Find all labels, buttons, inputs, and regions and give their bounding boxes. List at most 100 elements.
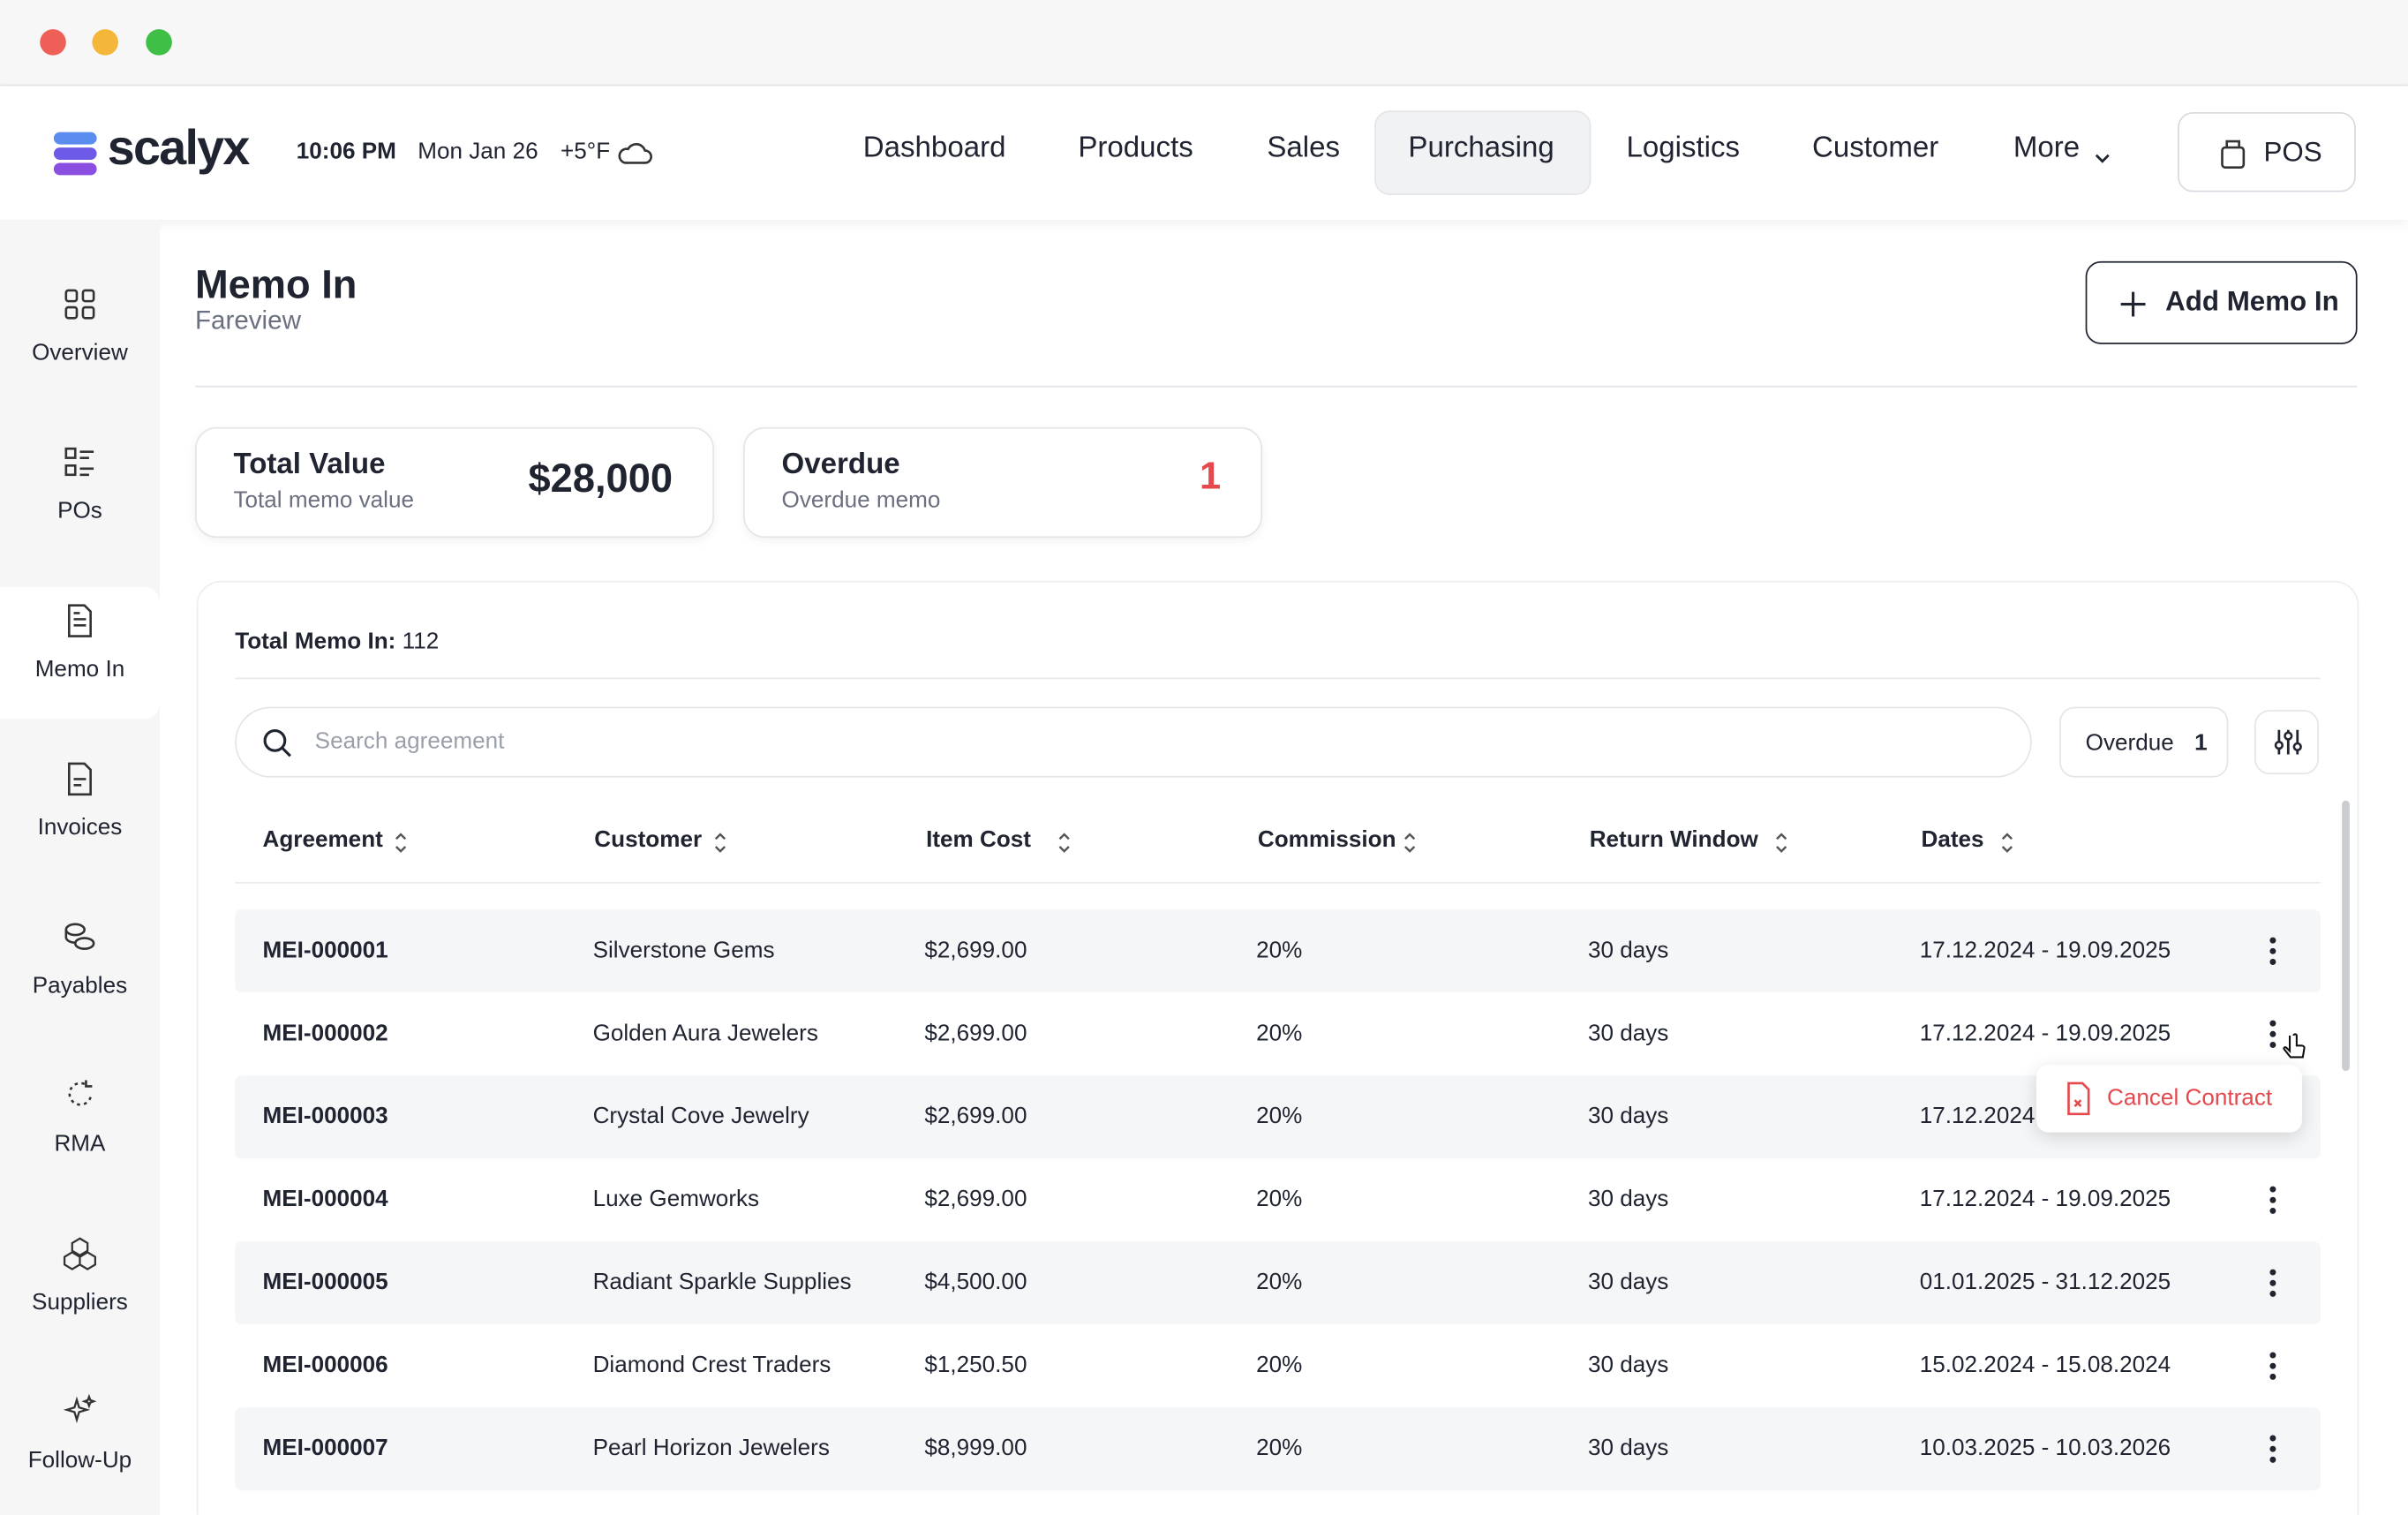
sidebar-icon: [64, 447, 94, 477]
cell: 20%: [1256, 937, 1303, 964]
nav-item[interactable]: Purchasing: [1408, 132, 1554, 165]
cell: 30 days: [1587, 1269, 1669, 1296]
minimize-button[interactable]: [92, 29, 118, 56]
row-menu-button[interactable]: [2254, 1430, 2291, 1467]
cell: 20%: [1256, 1103, 1303, 1130]
cell: 01.01.2025 - 31.12.2025: [1919, 1269, 2171, 1296]
cell: $2,699.00: [924, 937, 1027, 964]
cell: Diamond Crest Traders: [592, 1352, 832, 1379]
table-row[interactable]: MEI-000003 Crystal Cove Jewelry $2,699.00 2…: [235, 1075, 2321, 1159]
table-row[interactable]: MEI-000004 Luxe Gemworks $2,699.00 20% 30 da…: [235, 1158, 2321, 1241]
total-label: Total Memo In:: [235, 628, 396, 655]
cell: 20%: [1256, 1186, 1303, 1213]
sidebar-item[interactable]: Suppliers: [32, 1289, 128, 1315]
divider: [235, 677, 2321, 680]
cancel-contract[interactable]: Cancel Contract: [2107, 1084, 2273, 1112]
sidebar-item[interactable]: Follow-Up: [27, 1447, 132, 1474]
cell: 30 days: [1587, 937, 1669, 964]
search-placeholder: Search agreement: [314, 727, 505, 755]
sort-icon: [1059, 833, 1071, 853]
logo-icon: [53, 132, 97, 176]
cell: MEI-000005: [262, 1269, 388, 1296]
table-row[interactable]: MEI-000007 Pearl Horizon Jewelers $8,999.0…: [235, 1407, 2321, 1491]
sidebar-active-bg: [0, 586, 160, 720]
cell: Silverstone Gems: [592, 937, 775, 964]
page-title: Memo In: [194, 260, 357, 308]
nav-item[interactable]: Logistics: [1626, 132, 1741, 165]
nav-item[interactable]: Products: [1078, 132, 1193, 165]
stat-card: Total Value Total memo value $28,000: [194, 426, 715, 539]
sidebar-item[interactable]: Payables: [32, 972, 128, 999]
row-menu-button[interactable]: [2254, 1347, 2291, 1384]
sidebar-item[interactable]: POs: [57, 497, 102, 524]
add-memo-button[interactable]: Add Memo In: [2085, 260, 2358, 344]
search-icon: [263, 728, 291, 758]
table-row[interactable]: MEI-000005 Radiant Sparkle Supplies $4,500…: [235, 1241, 2321, 1325]
nav-item[interactable]: Dashboard: [862, 132, 1006, 165]
nav-active-bg: [1374, 110, 1592, 196]
column-header[interactable]: Agreement: [262, 826, 383, 853]
cell: $4,500.00: [924, 1269, 1027, 1296]
brand: scalyx: [107, 119, 251, 176]
cell: $2,699.00: [924, 1020, 1027, 1047]
cell: MEI-000006: [262, 1352, 388, 1379]
weather: +5°F: [561, 138, 611, 165]
table-row[interactable]: MEI-000001 Silverstone Gems $2,699.00 20% 30…: [235, 909, 2321, 993]
column-header[interactable]: Item Cost: [926, 826, 1032, 853]
column-header[interactable]: Customer: [594, 826, 703, 853]
divider: [235, 881, 2321, 884]
column-header[interactable]: Dates: [1921, 826, 1984, 853]
row-menu-button[interactable]: [2254, 932, 2291, 969]
pos-button[interactable]: POS: [2178, 112, 2356, 192]
divider: [194, 385, 2358, 388]
table-row[interactable]: MEI-000002 Golden Aura Jewelers $2,699.00 2…: [235, 992, 2321, 1075]
sidebar-icon: [68, 1080, 93, 1106]
time: 10:06 PM: [296, 138, 396, 165]
stat-card: Overdue Overdue memo 1: [743, 426, 1263, 539]
pos-icon: [2221, 139, 2246, 170]
sort-icon: [714, 833, 726, 853]
row-menu-button[interactable]: [2254, 1181, 2291, 1218]
nav-item[interactable]: Customer: [1811, 132, 1939, 165]
sidebar-item[interactable]: Memo In: [34, 656, 125, 682]
sidebar-icon: [63, 1393, 97, 1424]
column-header[interactable]: Commission: [1257, 826, 1396, 853]
cell: $2,699.00: [924, 1103, 1027, 1130]
sidebar-item[interactable]: Invoices: [37, 814, 123, 840]
cell: $2,699.00: [924, 1186, 1027, 1213]
cell: 20%: [1256, 1020, 1303, 1047]
total-count: 112: [402, 628, 440, 655]
nav-item[interactable]: More: [2013, 132, 2081, 165]
row-menu-button[interactable]: [2254, 1015, 2291, 1052]
sidebar-item[interactable]: RMA: [54, 1130, 106, 1157]
sidebar-icon: [63, 1237, 96, 1270]
search-box[interactable]: Search agreement: [235, 706, 2032, 778]
cell: Golden Aura Jewelers: [592, 1020, 818, 1047]
cell: Crystal Cove Jewelry: [592, 1103, 809, 1130]
row-menu-button[interactable]: [2254, 1264, 2291, 1301]
top-nav: scalyx 10:06 PM Mon Jan 26 +5°F POS Dash…: [0, 86, 2408, 220]
overdue-filter[interactable]: Overdue 1: [2059, 706, 2229, 778]
card-subtitle: Total memo value: [233, 486, 414, 514]
maximize-button[interactable]: [146, 29, 172, 56]
table-row[interactable]: MEI-000006 Diamond Crest Traders $1,250.50…: [235, 1324, 2321, 1407]
filter-settings-button[interactable]: [2254, 710, 2320, 775]
sort-icon: [2001, 833, 2013, 853]
cell: 30 days: [1587, 1103, 1669, 1130]
title-bar: [0, 0, 2408, 87]
close-button[interactable]: [40, 29, 66, 56]
cloud-icon: [618, 143, 652, 164]
cell: 20%: [1256, 1435, 1303, 1462]
sidebar-icon: [64, 289, 95, 320]
sidebar-item[interactable]: Overview: [32, 339, 128, 366]
sidebar-icon: [67, 762, 92, 796]
sliders-icon: [2274, 729, 2302, 755]
nav-item[interactable]: Sales: [1267, 132, 1341, 165]
cell: MEI-000003: [262, 1103, 388, 1130]
page-subtitle: Fareview: [194, 305, 301, 335]
column-header[interactable]: Return Window: [1589, 826, 1758, 853]
cell: 17.12.2024 - 19.09.2025: [1919, 1186, 2171, 1213]
cell: Radiant Sparkle Supplies: [592, 1269, 852, 1296]
cell: 30 days: [1587, 1186, 1669, 1213]
